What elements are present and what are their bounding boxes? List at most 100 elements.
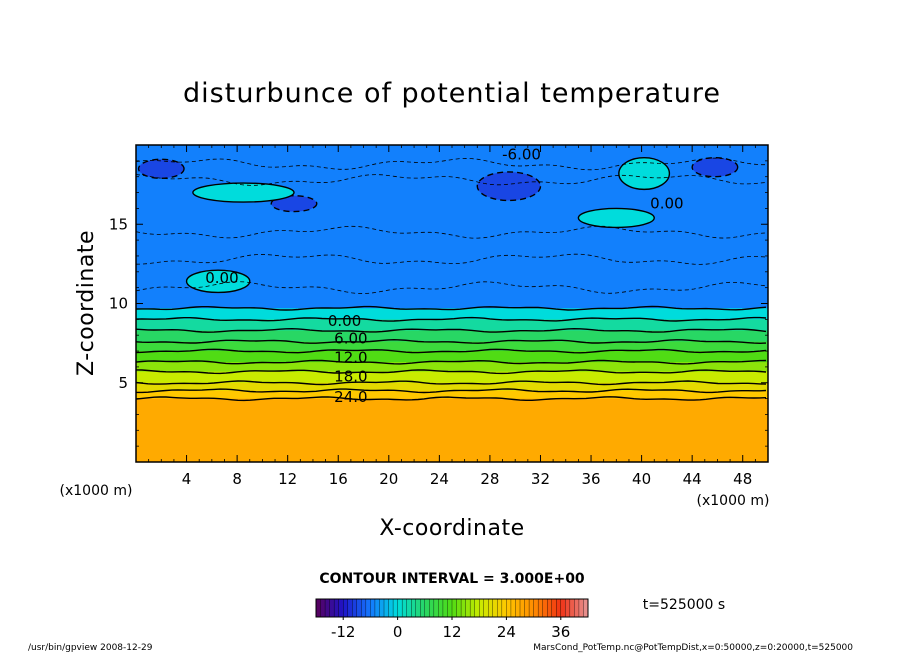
- cold-patch: [476, 171, 542, 202]
- layer-band: [136, 330, 768, 343]
- contour-label: 6.00: [334, 329, 367, 347]
- y-tick-label: 10: [109, 295, 128, 313]
- contour-label: 18.0: [334, 367, 367, 385]
- contour-line-dashed: [136, 253, 767, 265]
- warm-patch: [192, 182, 295, 203]
- colorbar-cell: [397, 598, 403, 618]
- x-tick-label: 8: [232, 470, 242, 488]
- colorbar-cell: [324, 598, 331, 618]
- x-ticks: 4 8 12 16 20 24 28 32 36 40 44 48: [148, 145, 756, 488]
- colorbar-cell: [465, 598, 471, 618]
- colorbar-cell: [560, 598, 566, 618]
- colorbar-cell: [365, 598, 371, 618]
- colorbar-cell: [438, 598, 444, 618]
- colorbar-cell: [515, 598, 521, 618]
- contour-line: [136, 338, 767, 345]
- cold-patch: [691, 156, 739, 178]
- warm-patch: [618, 156, 671, 191]
- contour-line: [136, 380, 767, 386]
- y-ticks: 5 10 15: [109, 160, 768, 447]
- x-tick-label: 24: [430, 470, 449, 488]
- x-unit-left: (x1000 m): [60, 483, 133, 499]
- colorbar-cell: [524, 598, 530, 618]
- x-unit-right: (x1000 m): [697, 493, 770, 509]
- colorbar-cell: [447, 598, 453, 618]
- colorbar-cell: [506, 598, 512, 618]
- contour-label: 0.00: [205, 269, 238, 287]
- colorbar-cell: [460, 598, 467, 618]
- x-tick-label: 48: [733, 470, 752, 488]
- colorbar-cell: [519, 598, 526, 618]
- colorbar-cell: [574, 598, 580, 618]
- y-tick-label: 5: [118, 374, 128, 392]
- contour-label: 12.0: [334, 348, 367, 366]
- colorbar-tick-label: -12: [331, 623, 356, 641]
- colorbar-cell: [469, 598, 476, 618]
- x-tick-label: 40: [632, 470, 651, 488]
- colorbar-cell: [343, 598, 349, 618]
- colorbar-cell: [388, 598, 394, 618]
- x-tick-label: 16: [329, 470, 348, 488]
- colorbar-cell: [542, 598, 548, 618]
- colorbar-cell: [329, 598, 335, 618]
- colorbar-cell: [406, 598, 412, 618]
- colorbar-cell: [456, 598, 462, 618]
- colorbar-cell: [320, 598, 326, 618]
- footer-right: MarsCond_PotTemp.nc@PotTempDist,x=0:5000…: [533, 643, 853, 653]
- contour-label: -6.00: [502, 146, 541, 164]
- colorbar-cell: [497, 598, 503, 618]
- contour-line-dashed: [136, 157, 766, 171]
- colorbar-tick-label: 36: [551, 623, 570, 641]
- contour-line: [136, 348, 767, 354]
- colorbar-cell: [401, 598, 408, 618]
- footer-left: /usr/bin/gpview 2008-12-29: [28, 643, 153, 653]
- x-tick-label: 4: [182, 470, 192, 488]
- contour-line: [136, 396, 767, 402]
- colorbar-cell: [415, 598, 421, 618]
- colorbar-cell: [451, 598, 458, 618]
- x-tick-label: 36: [581, 470, 600, 488]
- colorbar-cell: [370, 598, 376, 618]
- contour-line: [136, 316, 767, 322]
- contour-line: [136, 369, 767, 375]
- colorbar-cell: [537, 598, 544, 618]
- colorbar-cell: [338, 598, 344, 618]
- colorbar-cell: [429, 598, 435, 618]
- colorbar-cell: [547, 598, 553, 618]
- colorbar-cell: [361, 598, 367, 618]
- colorbar-ticks: -12 0 12 24 36: [331, 617, 570, 641]
- colorbar-cell: [533, 598, 539, 618]
- x-tick-label: 28: [480, 470, 499, 488]
- cold-patch: [137, 158, 185, 179]
- colorbar-cell: [501, 598, 507, 618]
- colorbar-cell: [411, 598, 417, 618]
- colorbar-cell: [483, 598, 489, 618]
- layer-band: [136, 351, 768, 363]
- colorbar-cell: [565, 598, 571, 618]
- colorbar-cell: [442, 598, 448, 618]
- colorbar-cell: [578, 598, 584, 618]
- colorbar-cell: [352, 598, 358, 618]
- chart-title: disturbunce of potential temperature: [183, 78, 721, 109]
- colorbar-cell: [315, 598, 322, 618]
- contour-line: [136, 305, 767, 311]
- colorbar: [315, 598, 589, 618]
- colorbar-cell: [528, 598, 535, 618]
- colorbar-tick-label: 0: [393, 623, 403, 641]
- warm-patch: [577, 207, 655, 229]
- x-tick-label: 20: [379, 470, 398, 488]
- colorbar-cell: [569, 598, 575, 618]
- colorbar-cell: [379, 598, 385, 618]
- colorbar-cell: [556, 598, 562, 618]
- colorbar-cell: [333, 598, 340, 618]
- colorbar-cell: [551, 598, 557, 618]
- x-tick-label: 12: [278, 470, 297, 488]
- contour-interval-text: CONTOUR INTERVAL = 3.000E+00: [319, 571, 585, 587]
- contour-line: [136, 327, 767, 333]
- colorbar-cell: [488, 598, 494, 618]
- layer-band: [136, 390, 768, 400]
- y-axis-label: Z-coordinate: [74, 230, 99, 376]
- colorbar-cell: [433, 598, 439, 618]
- colorbar-cell: [392, 598, 399, 618]
